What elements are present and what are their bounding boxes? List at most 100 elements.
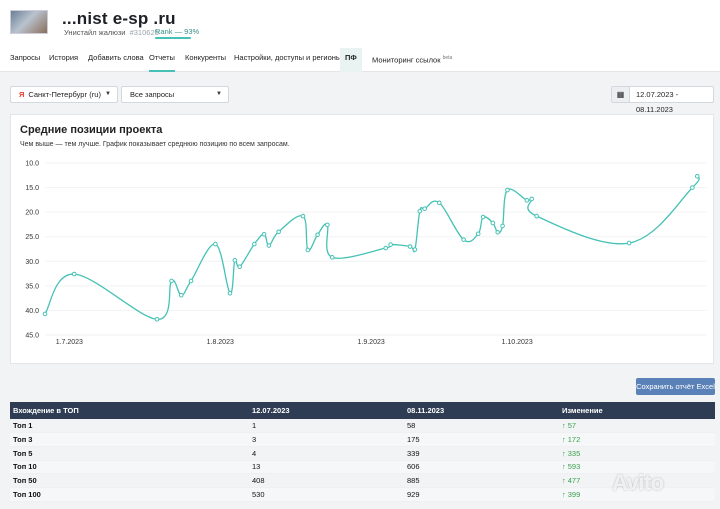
table-header-row: Вхождение в ТОП 12.07.2023 08.11.2023 Из… — [10, 402, 715, 419]
date-range-value: 12.07.2023 - 08.11.2023 — [636, 90, 679, 114]
data-point — [383, 245, 389, 251]
data-point — [524, 198, 530, 203]
site-subtitle-text: Унистайл жалюзи — [64, 28, 126, 37]
y-tick-label: 10.0 — [25, 161, 39, 168]
site-id: #310625 — [129, 28, 159, 37]
rank-indicator: Rank — 93% — [155, 27, 200, 36]
date-range-picker[interactable]: ▦ 12.07.2023 - 08.11.2023 — [611, 86, 714, 114]
col-header-change: Изменение — [559, 402, 715, 419]
chevron-down-icon: ▼ — [105, 91, 111, 97]
change-value: ↑ 335 — [559, 446, 715, 461]
end-value: 58 — [404, 419, 559, 434]
region-value: Санкт-Петербург (ru) — [28, 90, 101, 99]
start-value: 408 — [249, 473, 404, 488]
tab-competitors[interactable]: Конкуренты — [185, 53, 227, 62]
change-number: 335 — [567, 448, 581, 458]
start-value: 13 — [249, 460, 404, 475]
region-select[interactable]: Я Санкт-Петербург (ru) ▼ — [10, 86, 118, 103]
data-point — [276, 229, 281, 235]
data-point — [178, 292, 184, 298]
save-excel-button[interactable]: Сохранить отчёт Excel — [636, 378, 715, 395]
table-row: Топ 100 530 929 ↑ 399 — [10, 487, 715, 502]
tab-pf[interactable]: ПФ — [340, 48, 362, 72]
y-tick-label: 20.0 — [25, 210, 39, 217]
average-positions-chart: 10.0 15.0 20.0 25.0 30.0 35.0 40.0 45.0 1.7.2023… — [25, 161, 707, 346]
arrow-up-icon: ↑ — [562, 462, 566, 472]
chevron-down-icon: ▼ — [216, 91, 222, 97]
chart-subtitle: Чем выше — тем лучше. График показывает … — [20, 141, 290, 148]
data-point — [412, 247, 418, 252]
change-number: 593 — [567, 462, 581, 472]
tab-queries[interactable]: Запросы — [10, 53, 41, 62]
change-number: 57 — [567, 421, 577, 431]
data-point — [495, 229, 500, 235]
change-value: ↑ 593 — [559, 460, 715, 475]
data-point — [169, 278, 174, 284]
queries-select[interactable]: Все запросы ▼ — [121, 86, 229, 103]
arrow-up-icon: ↑ — [562, 448, 566, 458]
data-point — [305, 247, 311, 253]
change-value: ↑ 172 — [559, 432, 715, 447]
change-value: ↑ 399 — [559, 487, 715, 502]
data-point — [261, 231, 267, 237]
change-value: ↑ 477 — [559, 473, 715, 488]
col-header-start-date: 12.07.2023 — [249, 402, 404, 419]
tab-link-monitoring[interactable]: Мониторинг ссылок beta — [372, 48, 452, 72]
y-tick-label: 35.0 — [25, 283, 39, 290]
tab-settings[interactable]: Настройки, доступы и регионы — [234, 53, 342, 62]
row-label: Топ 50 — [10, 473, 249, 488]
table-row: Топ 50 408 885 ↑ 477 — [10, 473, 715, 488]
start-value: 530 — [249, 487, 404, 502]
data-point — [694, 173, 700, 179]
end-value: 885 — [404, 473, 559, 488]
data-point — [71, 271, 77, 277]
end-value: 606 — [404, 460, 559, 475]
average-positions-card: 10.0 15.0 20.0 25.0 30.0 35.0 40.0 45.0 1.7.2023… — [10, 114, 714, 364]
change-number: 399 — [567, 489, 581, 499]
row-label: Топ 100 — [10, 487, 249, 502]
tab-add-words[interactable]: Добавить слова — [88, 53, 144, 62]
data-point — [252, 241, 257, 247]
row-label: Топ 3 — [10, 432, 249, 447]
y-tick-label: 25.0 — [25, 234, 39, 241]
data-point — [626, 240, 632, 246]
table-row: Топ 1 1 58 ↑ 57 — [10, 419, 715, 434]
table-row: Топ 5 4 339 ↑ 335 — [10, 446, 715, 461]
project-header: ...nist e-sp .ru Унистайл жалюзи #310625… — [0, 0, 720, 72]
data-point — [529, 196, 535, 202]
nav-tabs: Запросы История Добавить слова Отчеты Ко… — [0, 48, 720, 72]
arrow-up-icon: ↑ — [562, 476, 566, 486]
y-tick-label: 15.0 — [25, 185, 39, 192]
avito-watermark: Avito — [612, 470, 664, 495]
data-point — [436, 200, 442, 206]
tab-link-monitoring-label: Мониторинг ссылок — [372, 55, 441, 65]
data-point — [42, 311, 48, 317]
arrow-up-icon: ↑ — [562, 421, 566, 431]
x-tick-label: 1.7.2023 — [56, 339, 83, 346]
tab-reports[interactable]: Отчеты — [149, 48, 175, 72]
x-tick-label: 1.10.2023 — [502, 339, 533, 346]
row-label: Топ 10 — [10, 460, 249, 475]
data-point — [213, 241, 218, 247]
start-value: 1 — [249, 419, 404, 434]
data-point — [325, 222, 330, 228]
data-point — [154, 316, 160, 322]
change-number: 172 — [567, 435, 581, 445]
y-tick-label: 45.0 — [25, 333, 39, 340]
table-row: Топ 10 13 606 ↑ 593 — [10, 460, 715, 475]
end-value: 339 — [404, 446, 559, 461]
beta-badge: beta — [442, 55, 453, 61]
data-point — [475, 231, 481, 237]
calendar-icon[interactable]: ▦ — [612, 87, 630, 102]
data-point — [461, 237, 466, 242]
start-value: 4 — [249, 446, 404, 461]
y-tick-label: 40.0 — [25, 308, 39, 315]
tab-history[interactable]: История — [49, 53, 79, 62]
x-tick-label: 1.8.2023 — [207, 339, 234, 346]
site-thumbnail[interactable] — [10, 10, 48, 34]
data-point — [505, 187, 510, 193]
data-point — [300, 213, 306, 219]
site-title[interactable]: ...nist e-sp .ru — [62, 9, 176, 28]
data-point — [480, 214, 486, 220]
y-tick-label: 30.0 — [25, 259, 39, 266]
